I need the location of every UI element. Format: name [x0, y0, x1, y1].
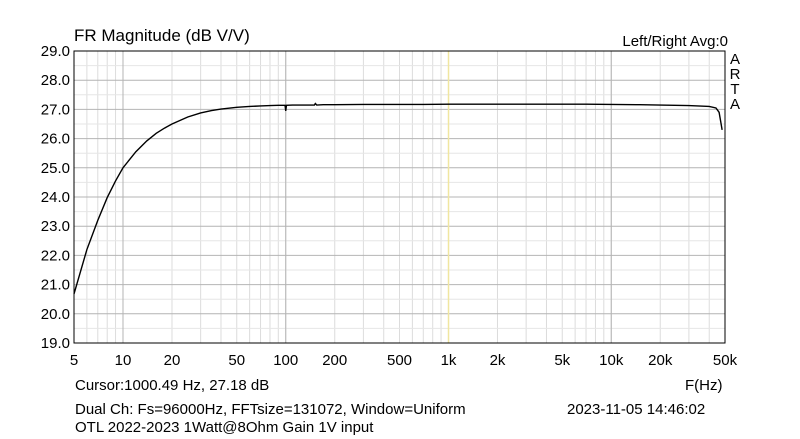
x-tick-label: 100	[273, 352, 298, 369]
arta-logo-letter: R	[729, 66, 741, 83]
x-tick-label: 2k	[490, 352, 506, 369]
x-tick-labels: 5 10 20 50 100 200 500 1k 2k 5k 10k 20k 50k	[70, 352, 738, 369]
measurement-note: OTL 2022-2023 1Watt@8Ohm Gain 1V input	[75, 419, 374, 436]
y-tick-label: 20.0	[41, 306, 70, 323]
arta-logo-letter: A	[729, 96, 740, 113]
channel-label: Left/Right Avg:0	[622, 33, 728, 50]
y-tick-label: 25.0	[41, 160, 70, 177]
x-tick-label: 50k	[713, 352, 738, 369]
arta-logo-letter: A	[729, 51, 740, 68]
x-tick-label: 10	[115, 352, 132, 369]
y-tick-label: 27.0	[41, 101, 70, 118]
x-axis-label: F(Hz)	[685, 377, 723, 394]
y-tick-label: 29.0	[41, 43, 70, 60]
y-tick-label: 23.0	[41, 218, 70, 235]
y-tick-labels: 19.0 20.0 21.0 22.0 23.0 24.0 25.0 26.0 27.0 28.0…	[41, 43, 70, 352]
y-tick-label: 26.0	[41, 131, 70, 148]
y-tick-label: 22.0	[41, 247, 70, 264]
plot-frame	[73, 50, 726, 344]
measurement-info: Dual Ch: Fs=96000Hz, FFTsize=131072, Win…	[75, 401, 466, 418]
y-tick-label: 19.0	[41, 335, 70, 352]
x-tick-label: 500	[387, 352, 412, 369]
x-tick-label: 200	[322, 352, 347, 369]
x-tick-label: 1k	[441, 352, 457, 369]
x-tick-label: 10k	[599, 352, 624, 369]
x-tick-label: 50	[228, 352, 245, 369]
arta-logo-letter: T	[730, 81, 740, 98]
series-line	[73, 102, 723, 295]
x-tick-label: 5k	[554, 352, 570, 369]
x-tick-label: 5	[70, 352, 78, 369]
y-tick-label: 21.0	[41, 277, 70, 294]
x-tick-label: 20	[164, 352, 181, 369]
timestamp: 2023-11-05 14:46:02	[567, 401, 706, 418]
chart-title: FR Magnitude (dB V/V)	[74, 26, 250, 45]
y-tick-label: 28.0	[41, 72, 70, 89]
cursor-readout: Cursor:1000.49 Hz, 27.18 dB	[75, 377, 270, 394]
x-tick-label: 20k	[648, 352, 673, 369]
y-tick-label: 24.0	[41, 189, 70, 206]
